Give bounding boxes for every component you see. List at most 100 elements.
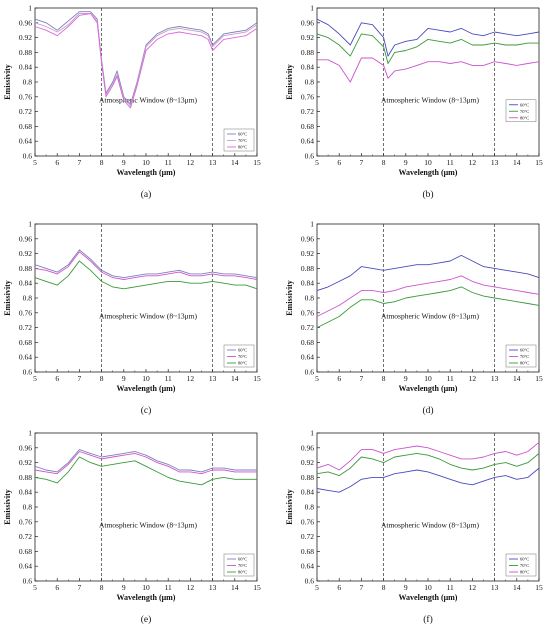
legend-entry: 80°C	[520, 570, 529, 575]
panel-caption: (f)	[423, 614, 433, 624]
x-tick-label: 8	[100, 583, 104, 592]
series-line-2	[316, 452, 540, 477]
x-tick-label: 13	[491, 158, 499, 167]
y-axis-label: Emissivity	[285, 64, 294, 100]
x-tick-label: 6	[55, 583, 59, 592]
series-line-2	[34, 251, 258, 280]
legend-box	[223, 553, 255, 577]
x-tick-label: 6	[55, 158, 59, 167]
chart-panel-a: 5 6 7 8 9 10 11 12 13 14 15 0.6 0.64 0.68 0.72 0.76 0.8 0…	[3, 4, 261, 201]
y-tick-label: 1	[310, 220, 314, 229]
atmospheric-window-label: Atmospheric Window (8~13μm)	[99, 521, 198, 530]
y-tick-label: 0.76	[301, 308, 314, 317]
legend-entry: 70°C	[520, 563, 529, 568]
series-line-2	[316, 275, 540, 317]
panel-caption: (c)	[141, 405, 152, 416]
y-tick-label: 0.92	[19, 458, 32, 467]
y-tick-label: 1	[310, 429, 314, 438]
y-axis-label: Emissivity	[3, 489, 12, 525]
panel-caption: (e)	[141, 614, 152, 624]
legend-box	[505, 99, 537, 123]
x-tick-label: 8	[100, 374, 104, 383]
legend-entry: 80°C	[238, 570, 247, 575]
series-line-3	[316, 441, 540, 471]
y-tick-label: 0.6	[305, 152, 315, 161]
y-tick-label: 0.68	[19, 122, 32, 131]
y-tick-label: 0.8	[23, 503, 33, 512]
y-tick-label: 0.6	[23, 368, 33, 377]
series-line-1	[316, 18, 540, 57]
y-tick-label: 0.84	[19, 63, 32, 72]
x-tick-label: 12	[187, 158, 195, 167]
x-tick-label: 11	[447, 158, 454, 167]
series-line-3	[317, 57, 540, 83]
x-tick-label: 7	[360, 158, 364, 167]
plot-frame	[34, 7, 258, 157]
legend-entry: 60°C	[520, 348, 529, 353]
legend-entry: 80°C	[238, 361, 247, 366]
series-line-1	[34, 449, 257, 473]
y-axis-label: Emissivity	[3, 280, 12, 316]
x-tick-label: 5	[33, 158, 37, 167]
x-tick-label: 12	[469, 158, 477, 167]
y-tick-label: 0.96	[19, 443, 32, 452]
series-line-3	[34, 260, 258, 290]
x-tick-label: 5	[315, 158, 319, 167]
series-line-2	[34, 13, 258, 107]
y-tick-label: 0.64	[301, 562, 314, 571]
x-tick-label: 13	[209, 158, 217, 167]
x-tick-label: 9	[122, 158, 126, 167]
y-tick-label: 1	[28, 429, 32, 438]
y-tick-label: 0.96	[301, 443, 314, 452]
x-tick-label: 14	[513, 583, 521, 592]
legend-entry: 60°C	[238, 348, 247, 353]
y-tick-label: 0.88	[19, 473, 32, 482]
y-tick-label: 0.92	[301, 249, 314, 258]
x-axis-label: Wavelength (μm)	[117, 168, 176, 177]
x-tick-label: 8	[382, 158, 386, 167]
legend: 60°C70°C 80°C	[223, 128, 255, 152]
y-tick-label: 0.88	[19, 48, 32, 57]
panel-caption: (d)	[422, 405, 433, 416]
x-tick-label: 15	[535, 374, 543, 383]
x-tick-label: 11	[165, 583, 172, 592]
x-tick-label: 10	[424, 583, 432, 592]
x-tick-label: 5	[33, 374, 37, 383]
series-line-1	[34, 249, 258, 279]
y-tick-label: 0.88	[301, 48, 314, 57]
legend-entry: 60°C	[238, 557, 247, 562]
x-tick-label: 15	[253, 583, 261, 592]
y-axis-label: Emissivity	[3, 64, 12, 100]
y-tick-label: 0.68	[301, 338, 314, 347]
y-tick-label: 0.92	[301, 33, 314, 42]
chart-panel-f: 5 6 7 8 9 10 11 12 13 14 15 0.6 0.64 0.68 0.72 0.76 0.8 0…	[285, 429, 543, 624]
y-tick-label: 0.6	[23, 152, 33, 161]
x-tick-label: 13	[209, 374, 217, 383]
y-axis-label: Emissivity	[285, 489, 294, 525]
legend-entry: 70°C	[520, 354, 529, 359]
x-tick-label: 14	[513, 158, 521, 167]
series-line-1	[34, 11, 258, 105]
chart-panel-d: 5 6 7 8 9 10 11 12 13 14 15 0.6 0.64 0.68 0.72 0.76 0.8 0…	[285, 220, 543, 417]
y-tick-label: 0.92	[19, 249, 32, 258]
x-tick-label: 10	[424, 158, 432, 167]
y-tick-label: 0.72	[301, 323, 314, 332]
x-tick-label: 14	[513, 374, 521, 383]
x-tick-label: 5	[315, 583, 319, 592]
y-tick-label: 0.84	[301, 63, 314, 72]
x-tick-label: 14	[231, 158, 239, 167]
x-axis-label: Wavelength (μm)	[117, 384, 176, 393]
series-line-1	[316, 467, 540, 493]
legend-entry: 70°C	[520, 109, 529, 114]
plot-frame	[34, 223, 258, 373]
y-tick-label: 0.84	[301, 488, 314, 497]
y-tick-label: 0.96	[301, 18, 314, 27]
legend: 60°C70°C 80°C	[223, 553, 255, 577]
x-tick-label: 14	[231, 374, 239, 383]
y-tick-label: 1	[310, 4, 314, 13]
x-tick-label: 9	[404, 374, 408, 383]
x-tick-label: 11	[165, 374, 172, 383]
atmospheric-window-label: Atmospheric Window (8~13μm)	[381, 521, 480, 530]
atmospheric-window-label: Atmospheric Window (8~13μm)	[381, 312, 480, 321]
